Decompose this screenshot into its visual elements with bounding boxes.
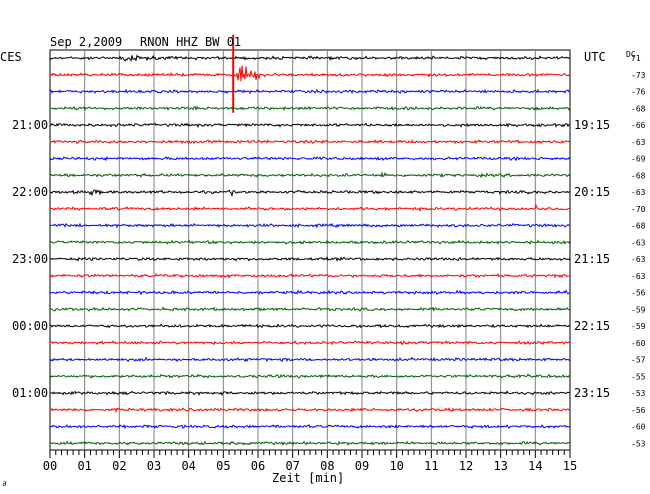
seismic-trace-11 [49,222,571,229]
grid [49,49,571,451]
dc-offset-label: -56 [631,289,646,298]
seismic-trace-5 [49,122,571,128]
seismic-trace-20 [49,373,571,379]
x-axis: 00 01 02 03 04 05 06 07 08 09 10 11 12 13 14 15 [43,450,577,473]
left-hour-label: 01:00 [12,386,48,400]
x-axis-title: Zeit [min] [272,471,344,485]
seismic-trace-7 [49,156,571,162]
x-tick-label: 02 [112,459,126,473]
dc-offset-label: -59 [631,322,646,331]
dc-offset-label: -63 [631,238,646,247]
seismic-trace-18 [49,340,571,346]
left-hour-label: 00:00 [12,319,48,333]
left-timezone-label: CES [0,50,22,64]
x-tick-label: 09 [355,459,369,473]
x-tick-label: 15 [563,459,577,473]
x-tick-label: 07 [285,459,299,473]
seismic-trace-9 [49,189,571,198]
dc-offset-label: -63 [631,255,646,264]
seismic-trace-16 [49,306,571,312]
seismic-trace-14 [49,273,571,279]
x-tick-label: 05 [216,459,230,473]
seismic-trace-4 [49,105,571,111]
seismic-trace-3 [49,88,571,95]
dc-offset-label: -53 [631,439,646,448]
dc-offset-label: -66 [631,121,646,130]
dc-offset-label: -63 [631,138,646,147]
seismic-trace-12 [49,239,571,245]
left-hour-label: 23:00 [12,252,48,266]
dc-offset-label: 71 [631,54,641,63]
seismic-trace-17 [49,323,571,329]
right-hour-label: 19:15 [574,118,610,132]
seismic-trace-1 [49,54,571,62]
dc-offset-label: -57 [631,356,646,365]
x-tick-label: 10 [389,459,403,473]
right-hour-label: 21:15 [574,252,610,266]
seismic-trace-15 [49,289,571,296]
corner-mark: ∂ [2,479,7,488]
dc-offset-label: -69 [631,155,646,164]
x-tick-label: 00 [43,459,57,473]
right-hour-label: 20:15 [574,185,610,199]
dc-offset-label: -68 [631,222,646,231]
dc-offset-label: -70 [631,205,646,214]
dc-offset-label: -60 [631,339,646,348]
x-tick-label: 11 [424,459,438,473]
labels: 21:00 22:00 23:00 00:00 01:00 19:15 20:15 21:15… [12,54,646,448]
dc-offset-label: -68 [631,171,646,180]
seismic-trace-19 [49,356,571,363]
seismic-trace-13 [49,256,571,262]
dc-header-label: DC [626,50,636,59]
x-tick-label: 01 [77,459,91,473]
seismic-trace-8 [49,171,571,179]
right-hour-label: 22:15 [574,319,610,333]
dc-offset-label: -59 [631,305,646,314]
right-hour-label: 23:15 [574,386,610,400]
dc-offset-label: -60 [631,423,646,432]
x-tick-label: 13 [493,459,507,473]
dc-offset-label: -53 [631,389,646,398]
x-tick-label: 08 [320,459,334,473]
seismic-trace-23 [49,424,571,430]
seismic-trace-21 [49,390,571,396]
dc-offset-label: -76 [631,88,646,97]
x-tick-label: 14 [528,459,542,473]
dc-offset-label: -63 [631,188,646,197]
left-hour-label: 22:00 [12,185,48,199]
x-tick-label: 06 [251,459,265,473]
seismic-trace-24 [49,440,570,446]
traces [49,34,571,446]
seismic-trace-2 [49,65,571,82]
x-tick-label: 04 [181,459,195,473]
dc-offset-label: -63 [631,272,646,281]
dc-offset-label: -68 [631,104,646,113]
date-label: Sep 2,2009 [50,35,122,49]
dc-offset-label: -73 [631,71,646,80]
x-tick-label: 12 [459,459,473,473]
dc-offset-label: -56 [631,406,646,415]
seismic-trace-10 [49,203,571,213]
dc-offset-label: -55 [631,372,646,381]
seismic-trace-6 [49,139,571,145]
left-hour-label: 21:00 [12,118,48,132]
right-timezone-label: UTC [584,50,606,64]
seismic-trace-22 [49,407,571,413]
station-label: RNON HHZ BW 01 [140,35,241,49]
x-tick-label: 03 [147,459,161,473]
